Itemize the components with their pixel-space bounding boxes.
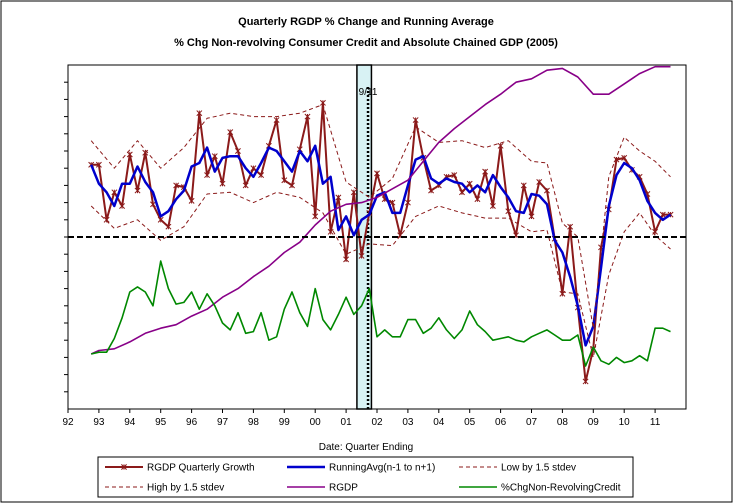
series-point [142,149,149,156]
x-tick-label: 04 [433,417,445,428]
legend: RGDP Quarterly Growth RunningAvg(n-1 to n… [97,456,634,498]
x-tick-label: 11 [650,417,661,428]
x-tick-label: 96 [186,417,198,428]
series-point [219,180,226,187]
series-point [119,203,126,209]
series-line-1 [90,144,672,347]
series-point [95,161,102,168]
series-point [482,168,489,175]
series-point [343,256,350,263]
series-point [304,113,311,120]
series-point [196,110,203,117]
x-tick-label: 93 [93,417,105,428]
x-tick-label: 06 [495,417,507,428]
chart-title: Quarterly RGDP % Change and Running Aver… [238,16,494,28]
x-tick-label: 97 [217,417,229,428]
series-point [451,172,458,179]
x-tick-label: 03 [402,417,414,428]
legend-item: %ChgNon-RevolvingCredit [459,483,621,494]
legend-label: %ChgNon-RevolvingCredit [501,483,621,494]
series-point [567,223,574,230]
series-point [327,228,334,235]
series-line-3 [90,104,671,329]
series-point [505,208,512,215]
series-point [466,180,473,187]
annotation-label: 9/11 [359,87,378,98]
series-point [126,151,133,158]
series-point [258,172,265,179]
series-point [374,170,380,177]
series-point [350,189,357,196]
x-tick-label: 10 [619,417,631,428]
x-tick-label: 95 [155,417,167,428]
series-point [289,182,295,189]
legend-label: RGDP Quarterly Growth [147,463,255,474]
series-point [428,187,435,194]
series-point [165,223,172,230]
series-point [157,216,164,223]
x-tick-label: 09 [588,417,600,428]
x-tick-label: 07 [526,417,538,428]
legend-label: High by 1.5 stdev [147,483,224,494]
series-point [111,189,118,196]
series-point [134,187,141,194]
series-point [474,196,481,203]
series-point [404,199,411,206]
series-point [281,177,288,184]
legend-label: RunningAvg(n-1 to n+1) [329,463,435,474]
series-point [489,203,496,209]
legend-item: High by 1.5 stdev [105,483,224,494]
series-point [543,187,550,194]
legend-item: RGDP Quarterly Growth [105,463,255,474]
x-axis-label: Date: Quarter Ending [319,442,414,453]
chart-subtitle: % Chg Non-revolving Consumer Credit and … [174,37,558,49]
legend-box [97,456,634,498]
series-point [273,117,280,123]
series-point [250,165,257,172]
x-tick-label: 92 [62,417,74,428]
series-point [234,148,241,154]
legend-item: RunningAvg(n-1 to n+1) [287,463,435,474]
series-point [335,194,342,201]
series-point [211,153,218,160]
series-line-4 [90,65,671,355]
series-point [459,189,465,196]
series-point [188,197,195,204]
series-point [659,211,666,218]
series-line-2 [90,191,671,358]
series-line-5 [91,260,671,367]
series-point [520,182,527,189]
series-point [536,179,543,185]
series-point [173,182,180,189]
plot-area: 92 93 94 95 96 97 98 99 00 01 02 03 04 05 06 07 08 09 10 11… [62,64,687,428]
series-point [150,201,156,208]
x-tick-label: 94 [124,417,136,428]
series-point [621,154,628,161]
series-point [528,213,535,220]
series-point [204,172,211,179]
x-tick-label: 02 [371,417,383,428]
x-tick-label: 00 [310,417,322,428]
series-line-0 [91,101,671,383]
legend-label: Low by 1.5 stdev [501,463,576,474]
series-point [358,252,365,259]
x-tick-label: 08 [557,417,569,428]
series-point [312,213,319,220]
x-tick-label: 05 [464,417,476,428]
x-tick-label: 98 [248,417,260,428]
legend-item: RGDP [287,483,358,494]
series-point [389,199,396,206]
series-point [412,117,419,123]
series-point [497,142,504,149]
x-tick-label: 99 [279,417,291,428]
legend-label: RGDP [329,483,358,494]
series-point [582,378,589,385]
series-point [242,182,249,189]
legend-item: Low by 1.5 stdev [459,463,576,474]
series-point [227,129,234,136]
x-tick-label: 01 [341,417,353,428]
